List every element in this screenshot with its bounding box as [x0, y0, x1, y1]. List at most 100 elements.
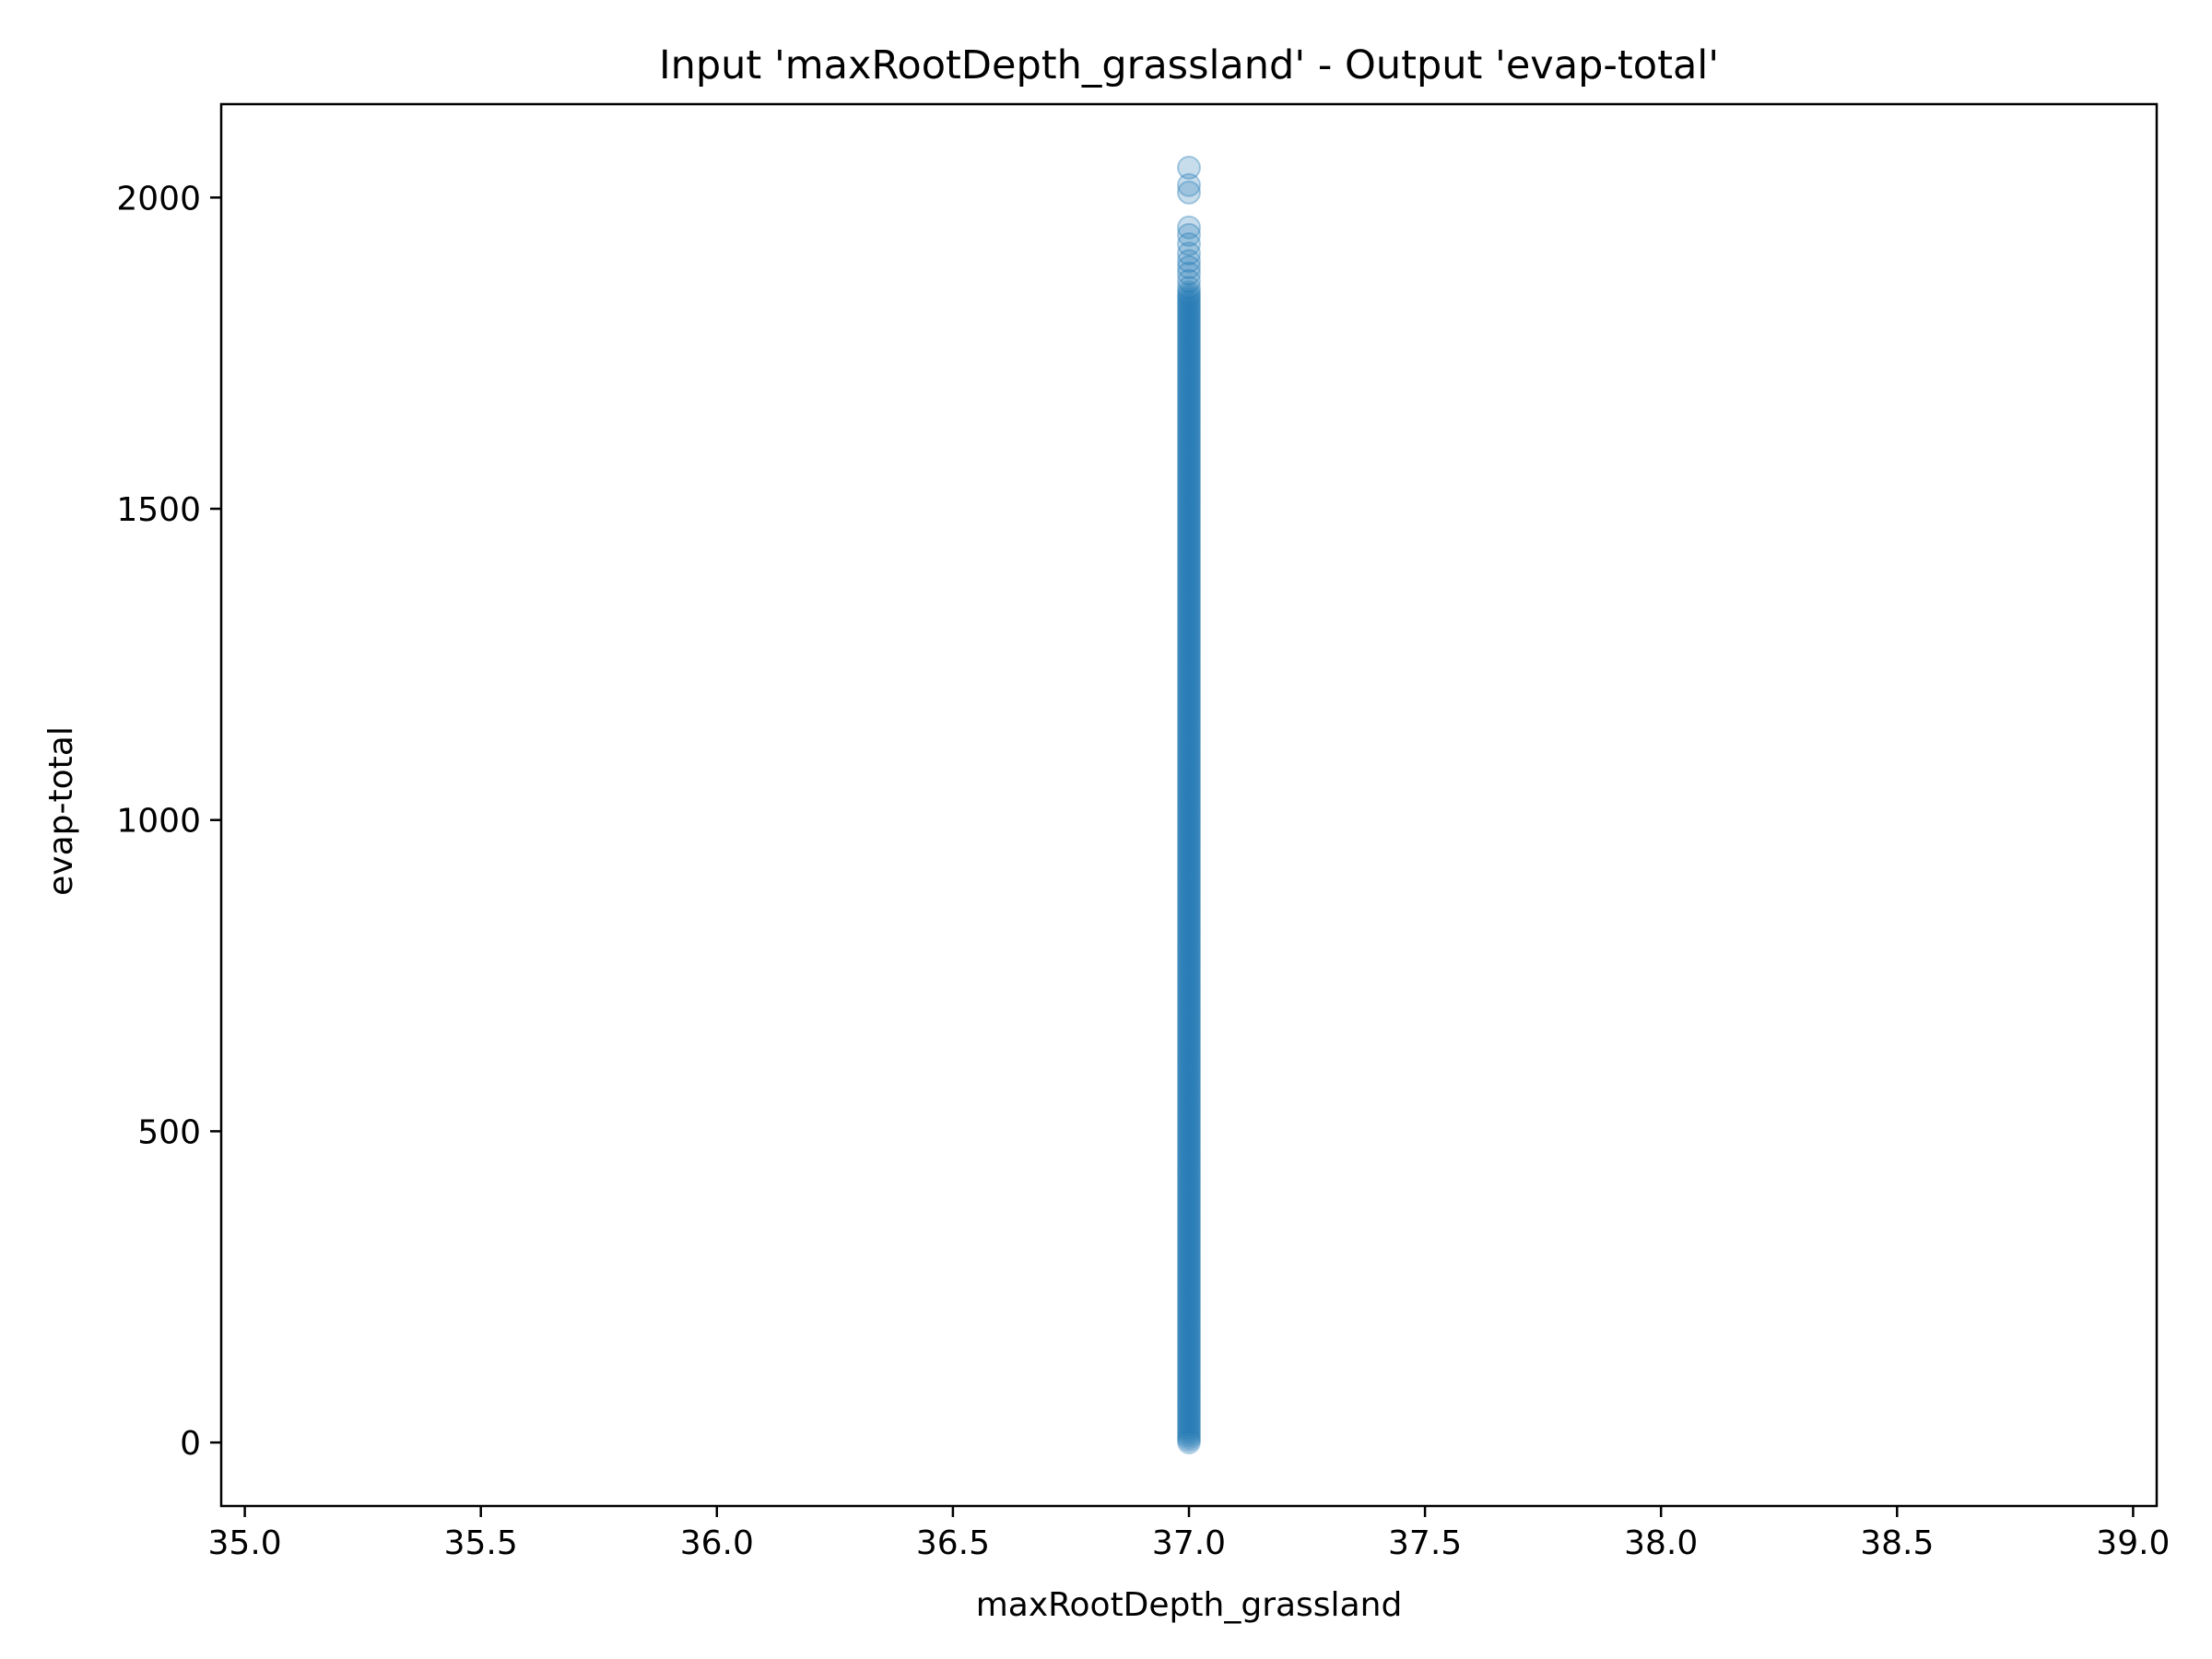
data-point [1177, 646, 1201, 671]
data-point [1177, 810, 1201, 835]
data-point [1177, 797, 1201, 822]
data-point [1177, 914, 1201, 939]
x-axis-label: maxRootDepth_grassland [976, 1586, 1403, 1624]
data-point [1177, 469, 1201, 494]
data-point [1177, 994, 1201, 1019]
data-point [1177, 693, 1201, 718]
data-point [1177, 1104, 1201, 1129]
data-point [1177, 803, 1201, 828]
data-point [1177, 1261, 1201, 1286]
data-point [1177, 945, 1201, 970]
data-point [1177, 683, 1201, 708]
data-point [1177, 481, 1201, 506]
data-point [1177, 349, 1201, 374]
data-point [1177, 1147, 1201, 1171]
data-point [1177, 1331, 1201, 1356]
data-point [1177, 1052, 1201, 1077]
data-point [1177, 629, 1201, 653]
data-point [1177, 1173, 1201, 1198]
data-point [1177, 733, 1201, 758]
data-point [1177, 342, 1201, 367]
data-point [1177, 302, 1201, 327]
data-point [1177, 1122, 1201, 1147]
data-point [1177, 870, 1201, 895]
data-point [1177, 711, 1201, 735]
data-point [1177, 559, 1201, 583]
data-point [1177, 1271, 1201, 1296]
data-point [1177, 1116, 1201, 1141]
data-point [1177, 155, 1201, 180]
data-point [1177, 377, 1201, 402]
data-point [1177, 910, 1201, 935]
data-point [1177, 1030, 1201, 1054]
data-point [1177, 222, 1201, 247]
data-point [1177, 832, 1201, 857]
data-point [1177, 1378, 1201, 1403]
data-point [1177, 304, 1201, 329]
data-point [1177, 1428, 1201, 1453]
data-point [1177, 863, 1201, 888]
data-point [1177, 591, 1201, 616]
data-point [1177, 1395, 1201, 1420]
data-point [1177, 367, 1201, 392]
data-point [1177, 1156, 1201, 1181]
data-point [1177, 1356, 1201, 1381]
data-point [1177, 394, 1201, 419]
data-point [1177, 877, 1201, 902]
data-point [1177, 1400, 1201, 1425]
data-point [1177, 997, 1201, 1022]
data-point [1177, 509, 1201, 534]
data-point [1177, 312, 1201, 337]
data-point [1177, 1091, 1201, 1116]
data-point [1177, 1368, 1201, 1393]
data-point [1177, 765, 1201, 790]
data-point [1177, 1183, 1201, 1208]
data-point [1177, 561, 1201, 586]
data-point [1177, 1223, 1201, 1248]
data-point [1177, 1136, 1201, 1161]
data-point [1177, 446, 1201, 471]
data-point [1177, 616, 1201, 641]
data-point [1177, 541, 1201, 566]
data-point [1177, 571, 1201, 596]
data-point [1177, 847, 1201, 872]
data-point [1177, 1198, 1201, 1223]
data-point [1177, 977, 1201, 1002]
data-point [1177, 747, 1201, 772]
data-point [1177, 1325, 1201, 1350]
data-point [1177, 1049, 1201, 1074]
data-point [1177, 1281, 1201, 1306]
data-point [1177, 907, 1201, 932]
data-point [1177, 402, 1201, 427]
data-point [1177, 384, 1201, 409]
data-point [1177, 512, 1201, 536]
data-point [1177, 534, 1201, 559]
data-point [1177, 917, 1201, 942]
data-point [1177, 339, 1201, 364]
data-point [1177, 775, 1201, 800]
data-point [1177, 1208, 1201, 1233]
data-point [1177, 845, 1201, 870]
data-point [1177, 690, 1201, 715]
data-point [1177, 865, 1201, 889]
data-point [1177, 992, 1201, 1017]
data-point [1177, 658, 1201, 683]
x-tick-label: 36.0 [680, 1524, 754, 1562]
data-point [1177, 902, 1201, 927]
data-point [1177, 289, 1201, 314]
data-point [1177, 389, 1201, 414]
data-point [1177, 437, 1201, 462]
data-point [1177, 825, 1201, 850]
data-point [1177, 604, 1201, 629]
data-point [1177, 241, 1201, 266]
data-point [1177, 984, 1201, 1009]
data-point [1177, 974, 1201, 999]
data-point [1177, 1296, 1201, 1321]
data-point [1177, 1161, 1201, 1186]
data-point [1177, 345, 1201, 370]
data-point [1177, 1009, 1201, 1034]
data-point [1177, 957, 1201, 982]
data-point [1177, 661, 1201, 686]
data-point [1177, 586, 1201, 611]
data-point [1177, 912, 1201, 937]
